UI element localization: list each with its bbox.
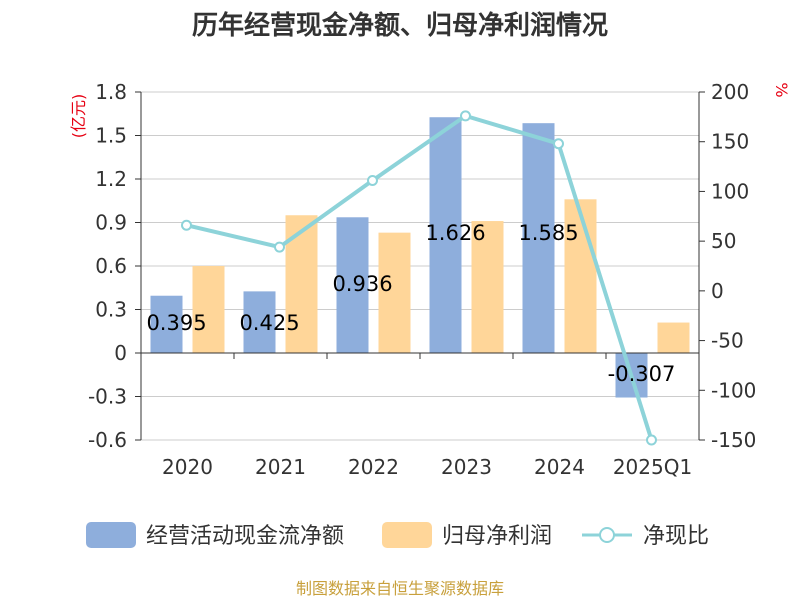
left-tick-label: 1.5	[95, 124, 127, 148]
right-tick-label: -100	[711, 378, 756, 402]
x-tick-label: 2021	[255, 455, 306, 479]
cashflow-data-label: -0.307	[608, 362, 676, 386]
left-tick-label: 0	[114, 341, 127, 365]
left-axis-ticks: 1.8 1.5 1.2 0.9 0.6 0.3 0 -0.3 -0.6	[88, 80, 141, 452]
right-axis-unit: %	[772, 82, 791, 97]
source-note: 制图数据来自恒生聚源数据库	[296, 579, 504, 598]
right-tick-label: -150	[711, 428, 756, 452]
legend-label-ratio: 净现比	[643, 524, 709, 549]
x-tick-label: 2022	[348, 455, 399, 479]
left-tick-label: 1.8	[95, 80, 127, 104]
x-tick-label: 2023	[441, 455, 492, 479]
legend-swatch-cashflow	[86, 522, 136, 548]
right-tick-label: 0	[711, 279, 724, 303]
right-tick-label: 200	[711, 80, 749, 104]
grid-lines	[141, 91, 699, 441]
bar-series	[150, 117, 690, 398]
legend-swatch-net-profit	[382, 522, 432, 548]
cashflow-bar	[336, 217, 369, 353]
legend-label-cashflow: 经营活动现金流净额	[146, 524, 344, 549]
left-tick-label: 0.6	[95, 254, 127, 278]
right-tick-label: 50	[711, 229, 736, 253]
ratio-point	[274, 241, 285, 253]
right-tick-label: 150	[711, 130, 749, 154]
cashflow-bar	[429, 117, 462, 353]
legend-marker-ratio	[599, 527, 615, 543]
net-profit-bar	[192, 266, 225, 353]
left-tick-label: 0.3	[95, 298, 127, 322]
right-tick-label: -50	[711, 329, 744, 353]
cashflow-bar	[243, 291, 276, 353]
right-axis-ticks: 200 150 100 50 0 -50 -100 -150	[699, 80, 756, 452]
right-tick-label: 100	[711, 179, 749, 203]
net-profit-bar	[564, 199, 597, 353]
cashflow-bar	[150, 295, 183, 353]
ratio-point	[460, 110, 471, 122]
left-tick-label: -0.3	[88, 385, 127, 409]
ratio-point	[367, 174, 378, 186]
net-profit-bar	[471, 221, 504, 353]
net-profit-bar	[378, 232, 411, 353]
cashflow-data-label: 0.936	[332, 272, 392, 296]
x-tick-label: 2024	[534, 455, 585, 479]
chart-title: 历年经营现金净额、归母净利润情况	[192, 10, 608, 41]
legend: 经营活动现金流净额 归母净利润 净现比	[86, 522, 709, 549]
left-axis-unit: (亿元)	[69, 94, 88, 139]
cashflow-data-label: 0.425	[239, 311, 299, 335]
x-tick-label: 2020	[162, 455, 213, 479]
ratio-line	[186, 113, 654, 441]
x-tick-label: 2025Q1	[613, 455, 692, 479]
x-axis-ticks: 2020 2021 2022 2023 2024 2025Q1	[162, 455, 692, 479]
left-tick-label: -0.6	[88, 428, 127, 452]
ratio-point	[181, 219, 192, 231]
cashflow-data-label: 0.395	[146, 311, 206, 335]
cashflow-data-label: 1.585	[518, 221, 578, 245]
cashflow-bar	[522, 123, 555, 353]
ratio-point	[646, 434, 657, 446]
legend-label-net-profit: 归母净利润	[442, 524, 552, 549]
ratio-point	[553, 138, 564, 150]
left-tick-label: 1.2	[95, 167, 127, 191]
data-labels: 0.395 0.425 0.936 1.626 1.585 -0.307	[146, 221, 675, 386]
net-profit-bar	[657, 322, 690, 353]
left-tick-label: 0.9	[95, 211, 127, 235]
ratio-line-series	[181, 110, 657, 446]
cashflow-data-label: 1.626	[425, 221, 485, 245]
